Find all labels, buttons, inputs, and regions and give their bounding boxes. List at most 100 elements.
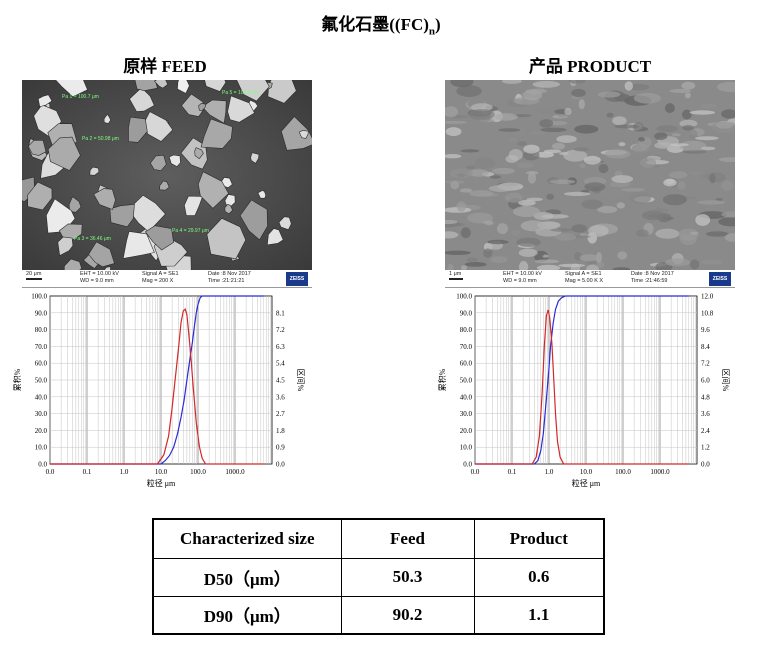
product-wd: WD = 9.0 mm [503, 278, 537, 284]
y2-tick-label: 8.1 [276, 309, 285, 317]
table-row: D50（μm） 50.3 0.6 [152, 557, 605, 597]
y-tick-label: 20.0 [460, 427, 473, 435]
sem-texture-grain [596, 252, 602, 264]
sem-texture-grain [517, 141, 527, 146]
sem-texture-grain [445, 231, 459, 239]
table-header-cell: Product [473, 518, 605, 559]
sem-texture-grain [655, 228, 680, 239]
sem-texture-grain [491, 167, 516, 175]
sem-particle [58, 223, 83, 241]
title-subscript: n [428, 25, 436, 38]
y-tick-label: 80.0 [460, 326, 473, 334]
product-particle-size-chart: 0.0 10.0 20.0 30.0 40.0 50.0 60.0 70.0 80.0 90.0 1… [437, 293, 730, 489]
x-tick-label: 100.0 [615, 468, 631, 476]
sem-texture-grain [526, 197, 543, 202]
x-tick-label: 10.0 [580, 468, 593, 476]
feed-date: Date :8 Nov 2017 [208, 271, 251, 277]
sem-texture-grain [557, 114, 567, 118]
sem-texture-grain [573, 147, 589, 152]
table-cell: D50（μm） [152, 557, 342, 597]
sem-texture-grain [718, 157, 735, 162]
sem-texture-grain [690, 259, 700, 270]
y-tick-label: 30.0 [460, 410, 473, 418]
product-caption: 产品 PRODUCT [528, 57, 652, 76]
sem-texture-grain [488, 185, 513, 192]
y2-tick-label: 3.6 [701, 410, 710, 418]
sem-texture-grain [579, 163, 586, 169]
sem-texture-grain [487, 239, 509, 245]
y-tick-label: 50.0 [460, 377, 473, 385]
sem-texture-grain [470, 103, 493, 112]
y-tick-label: 90.0 [35, 309, 48, 317]
table-cell: 0.6 [473, 557, 605, 597]
sem-texture-grain [621, 188, 645, 192]
sem-texture-grain [663, 178, 677, 187]
sem-texture-grain [518, 261, 529, 270]
y-tick-label: 50.0 [35, 377, 48, 385]
sem-texture-grain [598, 91, 621, 98]
feed-signal: Signal A = SE1 [142, 271, 179, 277]
sem-texture-grain [606, 112, 614, 118]
table-cell: 50.3 [340, 557, 475, 597]
y-tick-label: 20.0 [35, 427, 48, 435]
sem-particle [68, 196, 82, 213]
sem-texture-grain [682, 150, 707, 154]
sem-texture-grain [552, 142, 565, 150]
sem-texture-grain [681, 81, 696, 90]
y2-tick-label: 7.2 [276, 326, 285, 334]
product-mag: Mag = 5.00 K X [565, 278, 604, 284]
y2-tick-label: 0.9 [276, 444, 285, 452]
table-cell: 90.2 [340, 595, 475, 635]
sem-particle [47, 136, 81, 171]
sem-particle [27, 181, 53, 211]
sem-measurement-label: Pa 5 = 102.9 μm [222, 90, 259, 96]
sem-texture-grain [612, 116, 627, 126]
size-summary-table: Characterized size Feed Product D50（μm） … [152, 518, 605, 635]
product-sem-micrograph [445, 80, 735, 270]
sem-texture-grain [611, 175, 634, 183]
product-date: Date :8 Nov 2017 [631, 271, 674, 277]
sem-texture-grain [550, 228, 574, 232]
sem-texture-grain [450, 80, 474, 88]
sem-texture-grain [695, 136, 719, 141]
grid [49, 296, 272, 464]
sem-texture-grain [540, 127, 567, 132]
sem-texture-grain [501, 80, 522, 84]
table-header-cell: Feed [340, 518, 475, 559]
sem-texture-grain [612, 267, 631, 270]
sem-texture-grain [581, 199, 603, 210]
sem-texture-grain [505, 192, 523, 203]
sem-texture-grain [548, 121, 568, 126]
y-tick-label: 0.0 [463, 461, 472, 469]
y-tick-label: 10.0 [35, 444, 48, 452]
sem-texture-grain [571, 88, 586, 98]
y-tick-label: 100.0 [31, 293, 47, 301]
y2-tick-label: 1.8 [276, 427, 285, 435]
sem-texture-grain [701, 146, 716, 151]
sem-particle [88, 241, 115, 268]
product-scale-bar [449, 278, 463, 280]
sem-particle [168, 154, 181, 167]
sem-texture-grain [715, 198, 723, 201]
sem-texture-grain [584, 182, 606, 192]
y-tick-label: 100.0 [456, 293, 472, 301]
y-tick-label: 10.0 [460, 444, 473, 452]
sem-texture-grain [541, 214, 569, 219]
sem-texture-grain [543, 149, 562, 154]
sem-texture-grain [664, 103, 675, 114]
feed-mag: Mag = 200 X [142, 278, 174, 284]
y2-axis-label: 区间% [721, 369, 730, 392]
feed-scale-bar [26, 278, 42, 280]
sem-texture-grain [532, 80, 560, 88]
sem-particle [150, 154, 167, 172]
sem-particle [27, 139, 47, 156]
sem-texture-grain [449, 168, 473, 179]
table-cell: 1.1 [473, 595, 605, 635]
sem-texture-grain [670, 143, 689, 147]
x-tick-label: 1.0 [545, 468, 554, 476]
sem-texture-grain [709, 173, 716, 184]
y2-tick-label: 7.2 [701, 360, 710, 368]
x-tick-label: 0.0 [471, 468, 480, 476]
y-axis-label: 累积% [12, 368, 22, 391]
sem-texture-grain [711, 121, 735, 134]
